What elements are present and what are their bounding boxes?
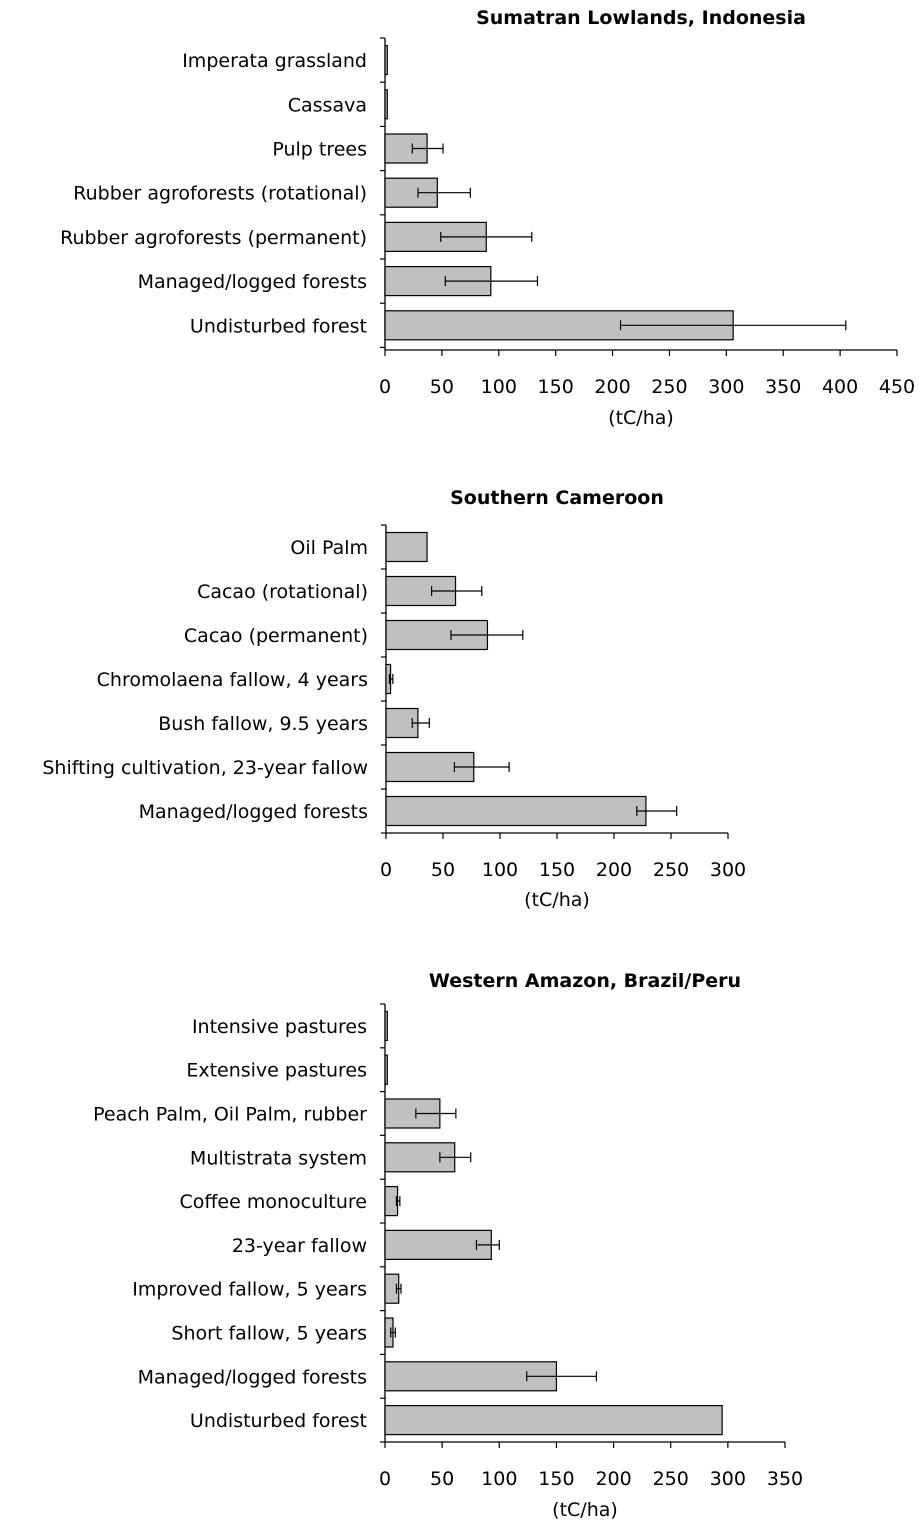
category-label: Intensive pastures xyxy=(192,1016,367,1038)
x-tick-label: 200 xyxy=(595,1468,631,1490)
x-tick-label: 100 xyxy=(481,1468,517,1490)
chart-title: Western Amazon, Brazil/Peru xyxy=(429,970,741,992)
x-tick-label: 50 xyxy=(430,376,454,398)
x-axis-label: (tC/ha) xyxy=(608,407,674,429)
category-label: Peach Palm, Oil Palm, rubber xyxy=(93,1104,367,1126)
x-tick-label: 150 xyxy=(538,1468,574,1490)
category-label: Extensive pastures xyxy=(186,1060,367,1082)
category-label: Cacao (rotational) xyxy=(197,581,368,603)
x-tick-label: 150 xyxy=(538,376,574,398)
x-axis-label: (tC/ha) xyxy=(524,889,590,911)
x-tick-label: 250 xyxy=(653,1468,689,1490)
x-tick-label: 250 xyxy=(653,859,689,881)
category-label: Cassava xyxy=(288,94,367,116)
x-tick-label: 200 xyxy=(594,376,630,398)
x-tick-label: 0 xyxy=(379,1468,391,1490)
x-tick-label: 0 xyxy=(379,376,391,398)
category-label: Multistrata system xyxy=(190,1147,367,1169)
category-label: Imperata grassland xyxy=(182,50,367,72)
category-label: Pulp trees xyxy=(272,139,367,161)
category-label: Shifting cultivation, 23-year fallow xyxy=(42,757,368,779)
x-tick-label: 300 xyxy=(710,1468,746,1490)
category-label: Managed/logged forests xyxy=(139,801,368,823)
category-label: Undisturbed forest xyxy=(190,315,367,337)
category-label: Managed/logged forests xyxy=(138,271,367,293)
chart-title: Southern Cameroon xyxy=(450,487,664,509)
category-label: Cacao (permanent) xyxy=(184,625,368,647)
category-label: Coffee monoculture xyxy=(179,1191,367,1213)
bar xyxy=(385,795,647,827)
category-label: Bush fallow, 9.5 years xyxy=(158,713,368,735)
category-label: Improved fallow, 5 years xyxy=(132,1279,367,1301)
bar xyxy=(385,707,419,739)
bar xyxy=(385,531,428,563)
x-axis-label: (tC/ha) xyxy=(552,1499,618,1521)
bar xyxy=(384,1229,492,1261)
bar xyxy=(384,1054,388,1085)
category-label: Managed/logged forests xyxy=(138,1366,367,1388)
category-label: Rubber agroforests (permanent) xyxy=(60,227,367,249)
x-tick-label: 100 xyxy=(482,859,518,881)
category-label: Oil Palm xyxy=(290,537,368,559)
bar xyxy=(384,1185,399,1217)
x-tick-label: 450 xyxy=(879,376,915,398)
x-tick-label: 150 xyxy=(539,859,575,881)
x-tick-label: 350 xyxy=(765,376,801,398)
bar xyxy=(384,89,388,120)
category-label: Undisturbed forest xyxy=(190,1410,367,1432)
category-label: 23-year fallow xyxy=(232,1235,367,1257)
category-label: Rubber agroforests (rotational) xyxy=(73,183,367,205)
chart-title: Sumatran Lowlands, Indonesia xyxy=(476,7,806,29)
category-label: Short fallow, 5 years xyxy=(171,1323,367,1345)
x-tick-label: 100 xyxy=(481,376,517,398)
x-tick-label: 50 xyxy=(431,859,455,881)
bar xyxy=(384,44,388,76)
x-tick-label: 50 xyxy=(430,1468,454,1490)
x-tick-label: 300 xyxy=(710,859,746,881)
x-tick-label: 400 xyxy=(822,376,858,398)
x-tick-label: 0 xyxy=(380,859,392,881)
category-label: Chromolaena fallow, 4 years xyxy=(97,669,368,691)
bar xyxy=(384,1098,441,1129)
x-tick-label: 200 xyxy=(596,859,632,881)
bar xyxy=(384,1010,388,1042)
bar xyxy=(384,1404,723,1436)
x-tick-label: 350 xyxy=(767,1468,803,1490)
x-tick-label: 250 xyxy=(651,376,687,398)
x-tick-label: 300 xyxy=(708,376,744,398)
